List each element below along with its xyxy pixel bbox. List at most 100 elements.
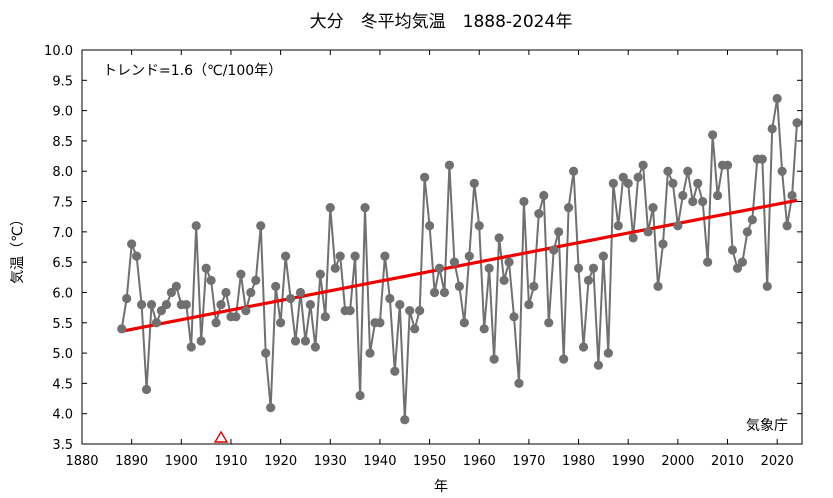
y-tick-label: 3.5 — [52, 438, 73, 453]
data-point — [633, 172, 643, 182]
data-point — [345, 306, 355, 316]
x-tick-label: 1960 — [463, 454, 496, 469]
data-point — [757, 154, 767, 164]
x-axis-label: 年 — [434, 479, 448, 495]
data-point — [424, 221, 435, 231]
data-point — [459, 318, 469, 328]
data-point — [683, 166, 693, 176]
data-point — [593, 360, 604, 370]
data-point — [598, 251, 608, 261]
x-tick-label: 1980 — [562, 454, 595, 469]
data-point — [350, 251, 360, 261]
data-point — [335, 251, 345, 261]
data-point — [141, 384, 152, 395]
data-point — [300, 336, 311, 346]
data-point — [231, 312, 241, 322]
data-point — [509, 312, 519, 322]
data-point — [554, 227, 564, 237]
x-tick-label: 1950 — [413, 454, 446, 469]
data-point — [494, 233, 504, 243]
data-point — [578, 342, 589, 352]
x-axis: 1880 1890 1900 1910 1920 1930 1940 1950 1960 1970… — [65, 50, 794, 469]
data-point — [663, 166, 673, 176]
data-point — [410, 324, 420, 334]
y-tick-label: 5.5 — [52, 317, 73, 332]
y-tick-label: 6.0 — [52, 286, 73, 301]
data-point — [365, 348, 375, 358]
data-point — [767, 124, 777, 134]
data-point — [787, 190, 797, 201]
data-point — [390, 366, 400, 376]
data-point — [549, 245, 559, 255]
data-point — [613, 221, 623, 231]
data-point — [772, 93, 782, 104]
x-tick-label: 1970 — [512, 454, 545, 469]
data-point — [638, 160, 648, 170]
data-point — [395, 299, 405, 310]
data-point — [564, 203, 574, 213]
data-point — [464, 251, 474, 261]
y-tick-label: 8.5 — [52, 135, 73, 150]
data-point — [380, 251, 390, 261]
data-point — [643, 227, 653, 237]
data-point — [186, 342, 196, 352]
data-point — [256, 221, 266, 231]
y-tick-label: 9.5 — [52, 74, 73, 89]
marker-triangle — [213, 430, 229, 443]
x-tick-label: 1990 — [612, 454, 645, 469]
data-point — [206, 275, 216, 285]
data-point — [201, 263, 211, 273]
data-point — [166, 287, 176, 298]
data-point — [355, 390, 365, 401]
y-tick-label: 4.0 — [52, 408, 73, 423]
data-point — [261, 348, 271, 358]
x-tick-label: 1930 — [314, 454, 347, 469]
trend-line — [121, 198, 798, 333]
data-point — [693, 178, 703, 188]
data-point — [608, 178, 618, 188]
data-point — [280, 251, 291, 261]
temperature-line — [120, 98, 798, 420]
y-tick-label: 5.0 — [52, 347, 73, 362]
data-point — [196, 336, 206, 346]
data-point — [524, 299, 534, 310]
data-point — [122, 293, 132, 304]
data-point — [161, 299, 172, 310]
data-point — [712, 190, 723, 201]
data-point — [271, 281, 281, 291]
data-point — [792, 118, 802, 128]
data-point — [573, 263, 584, 273]
data-point — [171, 281, 181, 291]
data-point — [658, 239, 668, 249]
data-point — [276, 318, 286, 328]
data-point — [727, 245, 738, 255]
x-tick-label: 1910 — [214, 454, 247, 469]
data-point — [499, 275, 509, 285]
data-point — [534, 209, 544, 219]
data-point — [400, 415, 410, 425]
data-point — [782, 221, 792, 231]
y-axis-label: 気温（℃） — [10, 212, 26, 284]
data-point — [429, 287, 440, 298]
data-point — [673, 221, 683, 231]
data-point — [285, 293, 296, 304]
data-point — [688, 196, 698, 207]
data-point — [439, 287, 450, 298]
data-point — [320, 312, 330, 322]
data-point — [514, 378, 524, 388]
data-point — [529, 281, 539, 291]
data-point — [474, 221, 484, 231]
data-point — [295, 287, 306, 298]
data-point — [479, 324, 489, 334]
data-point — [777, 166, 787, 176]
x-tick-label: 1890 — [115, 454, 148, 469]
data-point — [762, 281, 772, 291]
data-point — [156, 306, 167, 316]
data-point — [519, 196, 529, 207]
data-point — [623, 178, 633, 188]
data-point — [136, 299, 147, 310]
data-point — [698, 196, 708, 207]
data-point — [146, 299, 157, 310]
data-point — [434, 263, 445, 273]
y-tick-label: 9.0 — [52, 105, 73, 120]
